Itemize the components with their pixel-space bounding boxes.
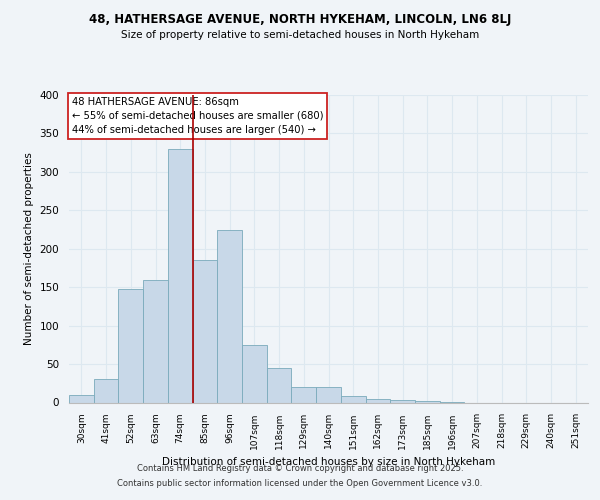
- Text: Contains HM Land Registry data © Crown copyright and database right 2025.: Contains HM Land Registry data © Crown c…: [137, 464, 463, 473]
- Bar: [341, 396, 365, 402]
- X-axis label: Distribution of semi-detached houses by size in North Hykeham: Distribution of semi-detached houses by …: [162, 457, 495, 467]
- Text: Contains public sector information licensed under the Open Government Licence v3: Contains public sector information licen…: [118, 479, 482, 488]
- Bar: [242, 345, 267, 403]
- Bar: [390, 400, 415, 402]
- Bar: [94, 380, 118, 402]
- Bar: [316, 387, 341, 402]
- Bar: [365, 398, 390, 402]
- Bar: [415, 401, 440, 402]
- Bar: [267, 368, 292, 402]
- Y-axis label: Number of semi-detached properties: Number of semi-detached properties: [24, 152, 34, 345]
- Bar: [143, 280, 168, 402]
- Bar: [193, 260, 217, 402]
- Text: Size of property relative to semi-detached houses in North Hykeham: Size of property relative to semi-detach…: [121, 30, 479, 40]
- Bar: [217, 230, 242, 402]
- Text: 48, HATHERSAGE AVENUE, NORTH HYKEHAM, LINCOLN, LN6 8LJ: 48, HATHERSAGE AVENUE, NORTH HYKEHAM, LI…: [89, 12, 511, 26]
- Bar: [69, 395, 94, 402]
- Bar: [292, 387, 316, 402]
- Bar: [168, 149, 193, 403]
- Bar: [118, 288, 143, 403]
- Text: 48 HATHERSAGE AVENUE: 86sqm
← 55% of semi-detached houses are smaller (680)
44% : 48 HATHERSAGE AVENUE: 86sqm ← 55% of sem…: [71, 96, 323, 134]
